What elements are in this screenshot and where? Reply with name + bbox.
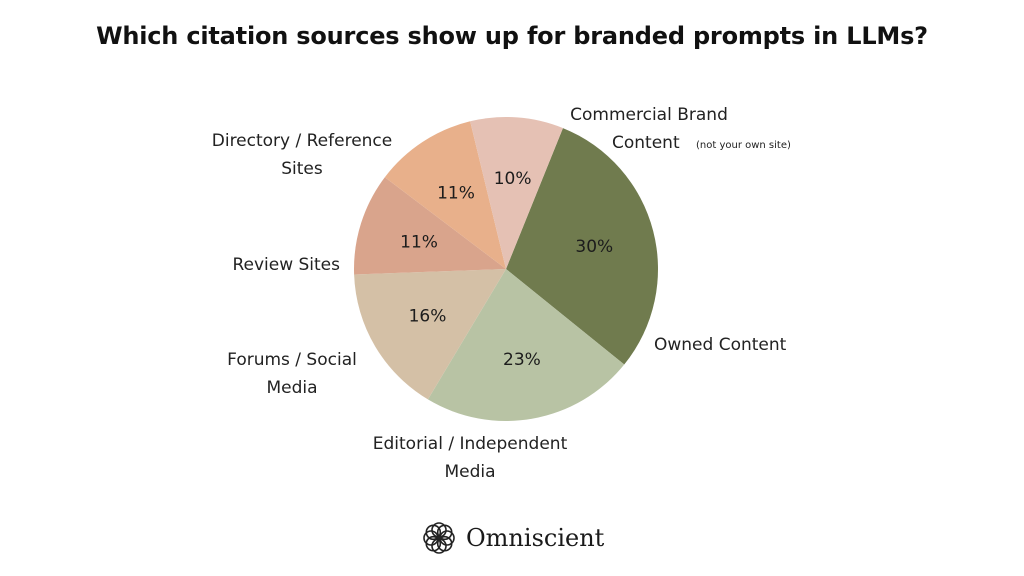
svg-text:Review Sites: Review Sites xyxy=(232,255,340,275)
brand-footer: Omniscient xyxy=(420,518,604,558)
slice-value-review-sites: 11% xyxy=(437,184,475,204)
svg-text:Media: Media xyxy=(266,378,317,398)
category-label-owned-content: Owned Content xyxy=(654,335,787,355)
svg-text:Owned Content: Owned Content xyxy=(654,335,787,355)
pie-slice-owned-content xyxy=(427,269,625,421)
svg-text:Commercial Brand: Commercial Brand xyxy=(570,105,728,125)
svg-text:Directory / Reference: Directory / Reference xyxy=(212,131,393,151)
pie-slice-forums-social-media xyxy=(354,177,506,275)
slice-value-labels: 30% 23% 16% 11% 11% 10% xyxy=(400,169,613,370)
pie-slice-commercial-brand-content xyxy=(506,128,658,365)
slice-value-forums-social-media: 11% xyxy=(400,233,438,253)
category-label-commercial-brand-content: Commercial Brand Content (not your own s… xyxy=(570,105,791,153)
pie-slice-review-sites xyxy=(384,121,506,269)
svg-text:Sites: Sites xyxy=(281,159,323,179)
pie-slices xyxy=(354,117,658,421)
category-label-review-sites: Review Sites xyxy=(232,255,340,275)
category-label-editorial-independent-media: Editorial / Independent Media xyxy=(373,434,568,482)
brand-name: Omniscient xyxy=(466,524,605,552)
pie-slice-editorial-independent-media xyxy=(354,269,506,400)
svg-text:Editorial / Independent: Editorial / Independent xyxy=(373,434,568,454)
category-note: (not your own site) xyxy=(696,140,791,151)
slice-value-owned-content: 23% xyxy=(503,350,541,370)
svg-text:Content: Content xyxy=(612,133,680,153)
slice-value-editorial-independent-media: 16% xyxy=(409,306,447,326)
slice-value-commercial-brand-content: 30% xyxy=(575,237,613,257)
svg-text:Media: Media xyxy=(444,462,495,482)
chart-title: Which citation sources show up for brand… xyxy=(96,22,928,50)
category-label-forums-social-media: Forums / Social Media xyxy=(227,350,357,398)
svg-text:Forums / Social: Forums / Social xyxy=(227,350,357,370)
knot-logo-icon xyxy=(423,522,455,554)
slice-value-directory-reference-sites: 10% xyxy=(494,169,532,189)
category-label-directory-reference-sites: Directory / Reference Sites xyxy=(212,131,393,179)
pie-slice-directory-reference-sites xyxy=(470,117,563,269)
